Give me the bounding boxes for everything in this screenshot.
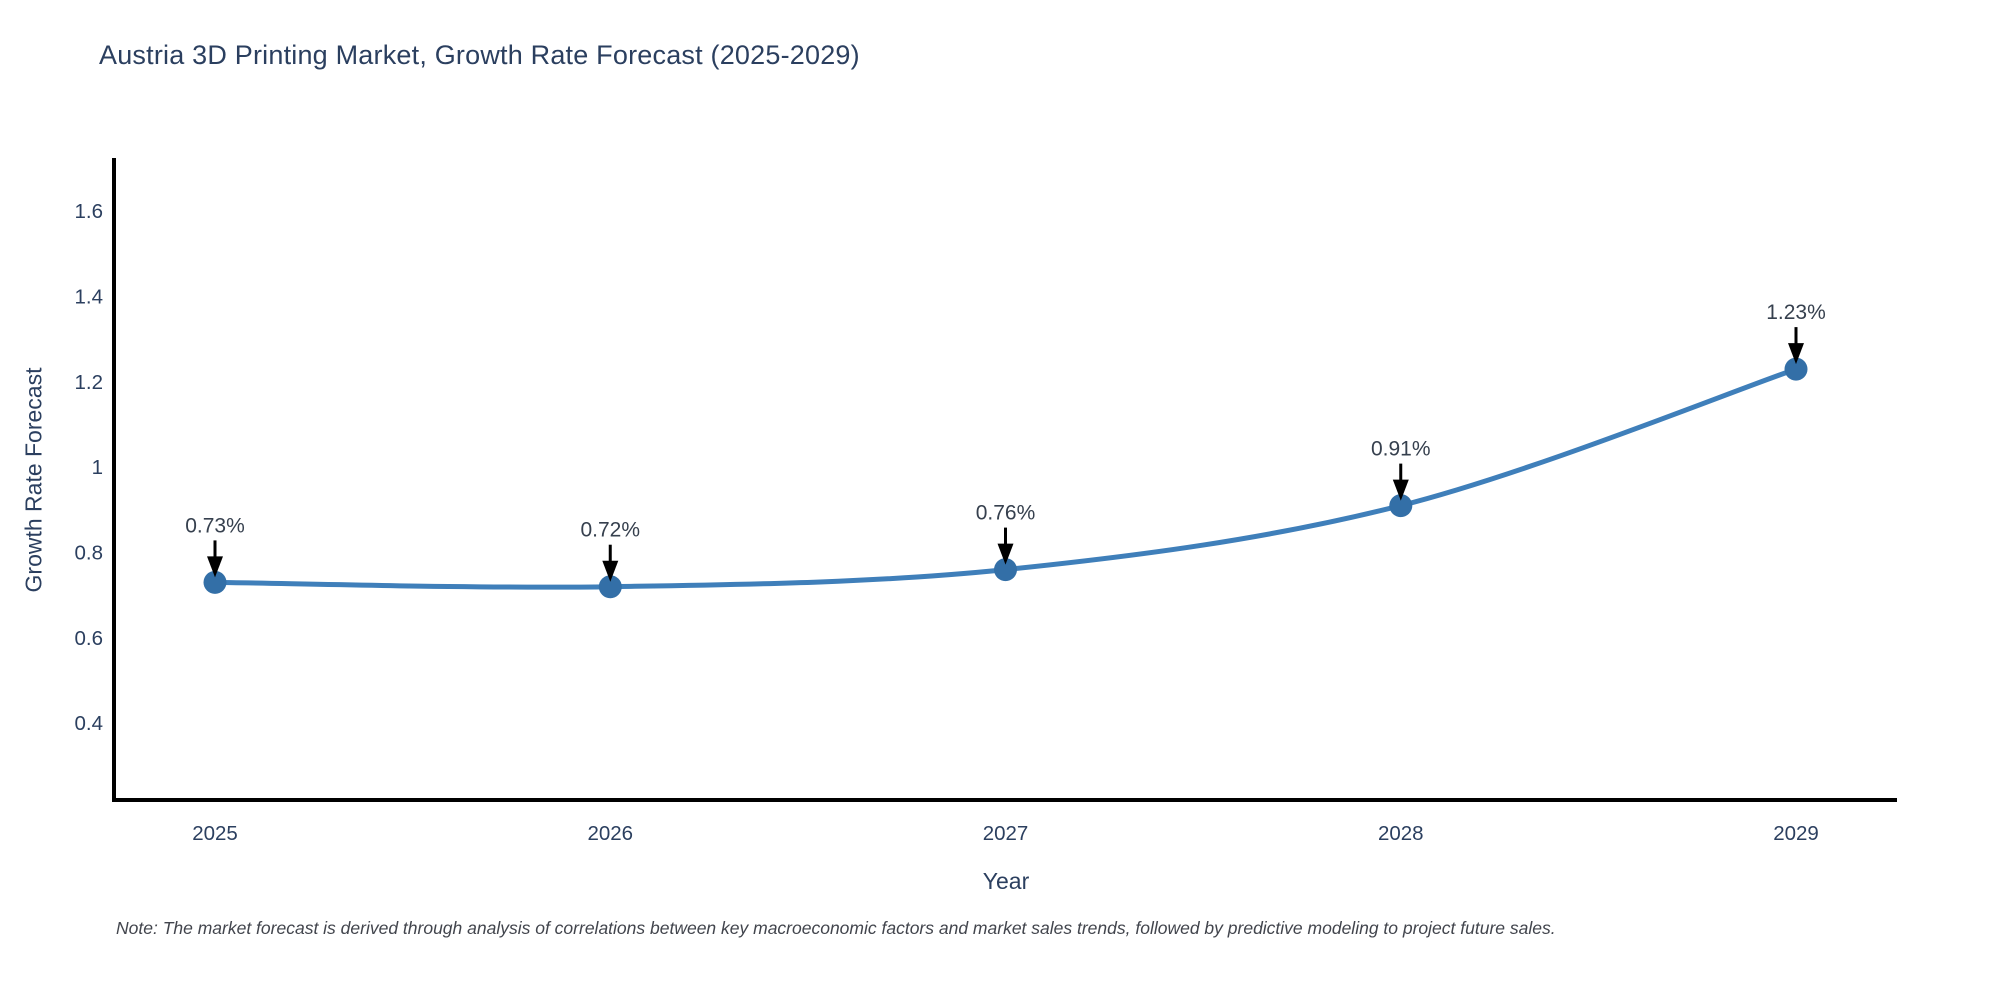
data-point-marker[interactable] bbox=[1784, 357, 1808, 381]
axis-lines bbox=[112, 158, 1897, 802]
x-tick-label: 2029 bbox=[1773, 822, 1819, 845]
data-point-label: 0.91% bbox=[1371, 438, 1431, 461]
data-point-label: 1.23% bbox=[1766, 301, 1826, 324]
data-point-marker[interactable] bbox=[203, 570, 227, 594]
y-tick-label: 0.8 bbox=[75, 542, 104, 565]
x-tick-label: 2027 bbox=[983, 822, 1029, 845]
footnote: Note: The market forecast is derived thr… bbox=[116, 918, 1556, 938]
y-tick-label: 0.6 bbox=[75, 627, 104, 650]
annotation-arrow-head bbox=[997, 543, 1014, 565]
x-tick-label: 2025 bbox=[192, 822, 238, 845]
y-tick-label: 1 bbox=[92, 456, 103, 479]
data-point-label: 0.72% bbox=[580, 519, 640, 542]
chart-title: Austria 3D Printing Market, Growth Rate … bbox=[99, 40, 860, 70]
y-tick-label: 1.4 bbox=[75, 286, 104, 309]
annotation-arrow-head bbox=[207, 556, 223, 578]
y-axis-title: Growth Rate Forecast bbox=[20, 367, 47, 593]
x-tick-label: 2028 bbox=[1378, 822, 1424, 845]
data-point-marker[interactable] bbox=[994, 558, 1017, 582]
data-point-label: 0.73% bbox=[185, 514, 245, 537]
x-tick-label: 2026 bbox=[587, 822, 633, 845]
data-point-marker[interactable] bbox=[598, 575, 622, 599]
y-tick-label: 1.6 bbox=[75, 200, 104, 223]
annotation-arrow-head bbox=[1788, 343, 1804, 365]
annotation-arrow-head bbox=[602, 560, 619, 582]
x-axis-title: Year bbox=[982, 868, 1030, 894]
y-tick-label: 1.2 bbox=[75, 371, 104, 394]
annotation-arrow-head bbox=[1392, 479, 1409, 501]
data-point-label: 0.76% bbox=[976, 502, 1036, 525]
y-tick-label: 0.4 bbox=[75, 712, 104, 735]
data-point-marker[interactable] bbox=[1389, 494, 1413, 518]
